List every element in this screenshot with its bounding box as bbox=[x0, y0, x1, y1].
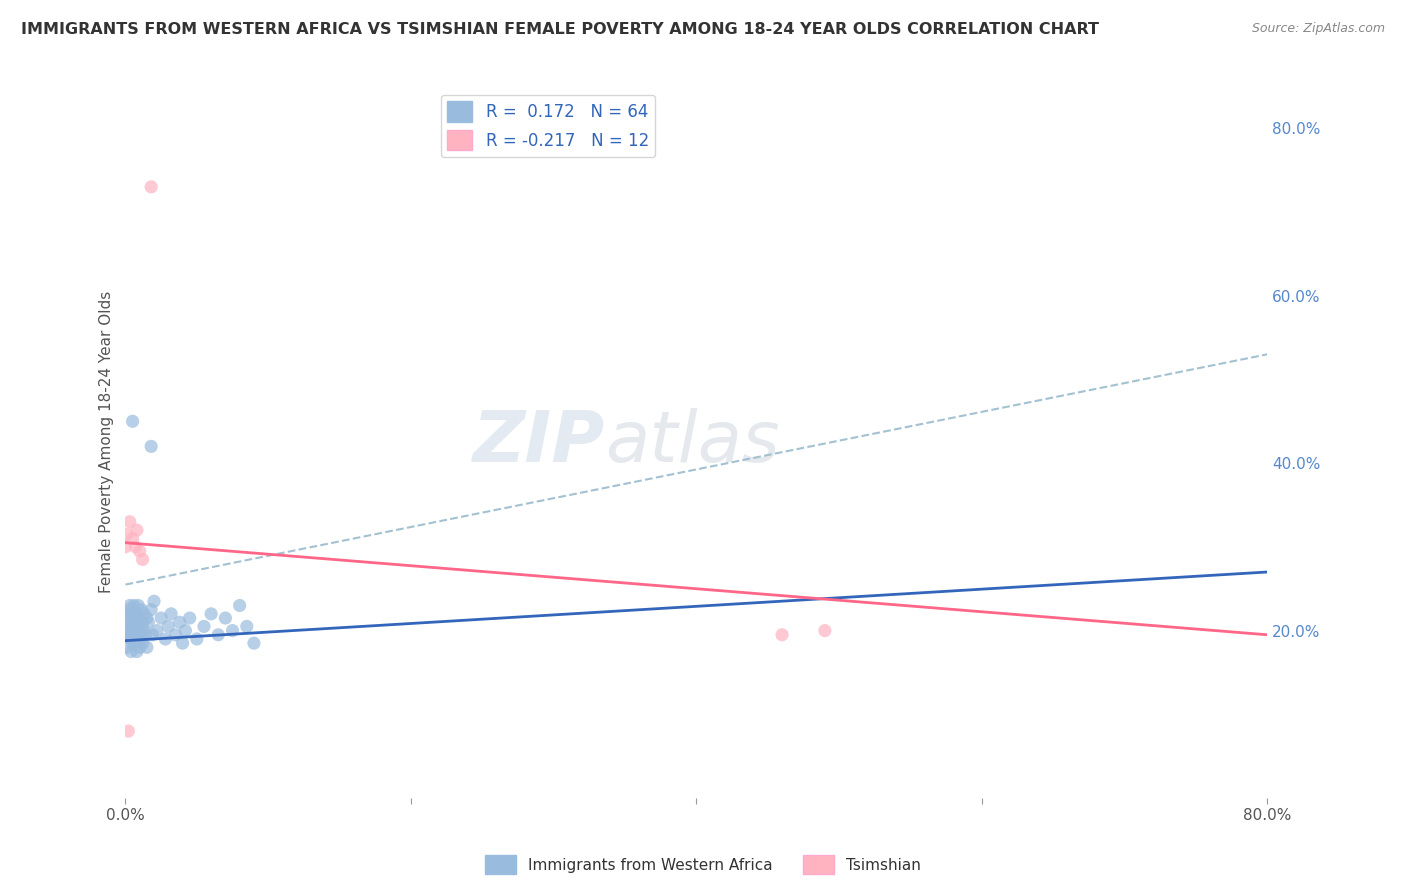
Point bbox=[169, 615, 191, 630]
Point bbox=[179, 611, 201, 625]
Point bbox=[141, 439, 163, 453]
Point bbox=[131, 636, 153, 650]
Point bbox=[121, 414, 143, 428]
Point bbox=[155, 632, 177, 646]
Point bbox=[117, 624, 139, 638]
Point bbox=[200, 607, 222, 621]
Point bbox=[124, 540, 146, 554]
Point bbox=[124, 615, 146, 630]
Text: IMMIGRANTS FROM WESTERN AFRICA VS TSIMSHIAN FEMALE POVERTY AMONG 18-24 YEAR OLDS: IMMIGRANTS FROM WESTERN AFRICA VS TSIMSH… bbox=[21, 22, 1099, 37]
Point bbox=[124, 636, 146, 650]
Point bbox=[125, 607, 148, 621]
Point bbox=[121, 532, 143, 546]
Point bbox=[132, 624, 155, 638]
Point bbox=[131, 552, 153, 566]
Point bbox=[193, 619, 215, 633]
Point bbox=[118, 615, 141, 630]
Point bbox=[125, 523, 148, 537]
Point bbox=[131, 615, 153, 630]
Text: atlas: atlas bbox=[605, 408, 780, 476]
Point bbox=[120, 644, 142, 658]
Point bbox=[165, 628, 187, 642]
Legend: Immigrants from Western Africa, Tsimshian: Immigrants from Western Africa, Tsimshia… bbox=[479, 849, 927, 880]
Point bbox=[122, 599, 145, 613]
Point bbox=[127, 599, 149, 613]
Point bbox=[118, 628, 141, 642]
Point bbox=[814, 624, 837, 638]
Point bbox=[125, 644, 148, 658]
Text: Source: ZipAtlas.com: Source: ZipAtlas.com bbox=[1251, 22, 1385, 36]
Point bbox=[114, 540, 136, 554]
Point bbox=[114, 607, 136, 621]
Point bbox=[125, 628, 148, 642]
Text: ZIP: ZIP bbox=[472, 408, 605, 476]
Point bbox=[770, 628, 793, 642]
Point bbox=[117, 724, 139, 739]
Point bbox=[121, 636, 143, 650]
Point bbox=[135, 640, 157, 655]
Point bbox=[118, 599, 141, 613]
Point bbox=[221, 624, 243, 638]
Point bbox=[172, 636, 194, 650]
Point bbox=[128, 640, 150, 655]
Y-axis label: Female Poverty Among 18-24 Year Olds: Female Poverty Among 18-24 Year Olds bbox=[100, 291, 114, 593]
Point bbox=[127, 632, 149, 646]
Point bbox=[207, 628, 229, 642]
Point bbox=[174, 624, 197, 638]
Point bbox=[214, 611, 236, 625]
Point bbox=[228, 599, 250, 613]
Point bbox=[132, 607, 155, 621]
Point bbox=[134, 628, 156, 642]
Point bbox=[121, 607, 143, 621]
Point bbox=[146, 624, 169, 638]
Point bbox=[127, 615, 149, 630]
Point bbox=[117, 611, 139, 625]
Point bbox=[186, 632, 208, 646]
Point bbox=[128, 611, 150, 625]
Point bbox=[124, 624, 146, 638]
Point bbox=[129, 602, 152, 616]
Point bbox=[142, 628, 165, 642]
Point bbox=[157, 619, 180, 633]
Point bbox=[135, 611, 157, 625]
Point bbox=[120, 619, 142, 633]
Point bbox=[128, 544, 150, 558]
Point bbox=[143, 594, 166, 608]
Point bbox=[160, 607, 183, 621]
Point bbox=[150, 611, 173, 625]
Point bbox=[120, 632, 142, 646]
Point bbox=[115, 640, 138, 655]
Point bbox=[122, 611, 145, 625]
Point bbox=[118, 515, 141, 529]
Point bbox=[136, 615, 159, 630]
Point bbox=[243, 636, 266, 650]
Legend: R =  0.172   N = 64, R = -0.217   N = 12: R = 0.172 N = 64, R = -0.217 N = 12 bbox=[440, 95, 655, 157]
Point bbox=[128, 624, 150, 638]
Point bbox=[129, 628, 152, 642]
Point bbox=[141, 179, 163, 194]
Point bbox=[236, 619, 259, 633]
Point bbox=[117, 602, 139, 616]
Point bbox=[121, 624, 143, 638]
Point bbox=[115, 527, 138, 541]
Point bbox=[141, 602, 163, 616]
Point bbox=[115, 628, 138, 642]
Point bbox=[122, 628, 145, 642]
